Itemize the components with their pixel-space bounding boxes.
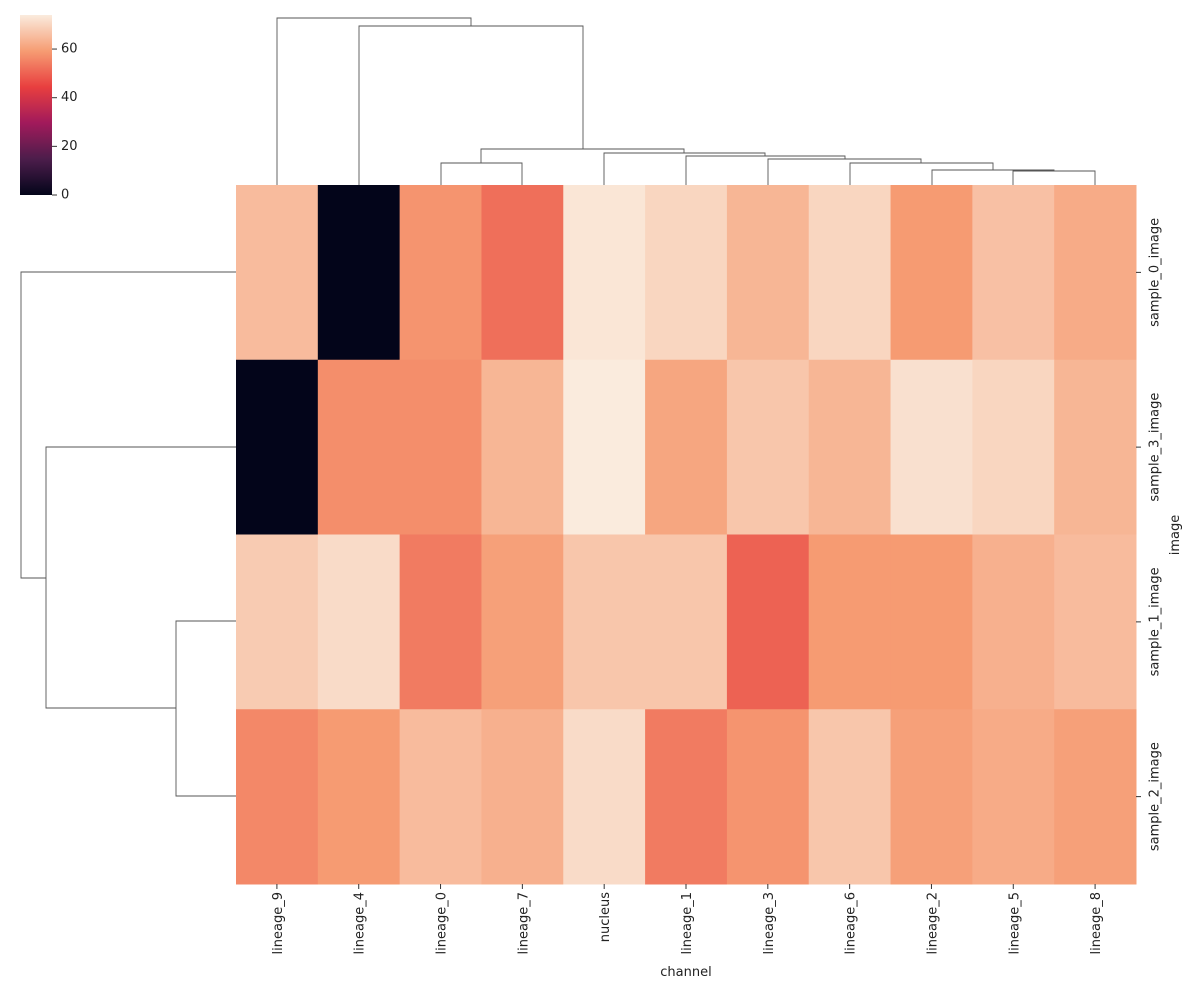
heatmap-cell <box>317 185 401 361</box>
x-tick-label: lineage_3 <box>762 892 777 954</box>
heatmap-cell <box>399 185 482 361</box>
colorbar <box>20 15 52 195</box>
heatmap-cell <box>645 709 728 885</box>
heatmap-cell <box>236 534 319 710</box>
heatmap-cell <box>317 359 401 535</box>
x-tick-label: lineage_2 <box>925 892 940 954</box>
heatmap-cell <box>563 359 646 535</box>
heatmap-cell <box>481 534 564 710</box>
heatmap-cell <box>726 359 810 535</box>
x-tick-label: lineage_1 <box>680 892 695 954</box>
heatmap-cell <box>317 534 401 710</box>
colorbar-tick-label: 40 <box>61 90 78 105</box>
heatmap-cell <box>317 709 401 885</box>
y-tick-label: sample_2_image <box>1148 742 1163 851</box>
heatmap-cell <box>563 534 646 710</box>
heatmap-cell <box>645 534 728 710</box>
heatmap-cell <box>726 185 810 361</box>
y-axis-label: image <box>1168 515 1183 556</box>
heatmap-cell <box>563 709 646 885</box>
x-tick-label: lineage_8 <box>1089 892 1104 954</box>
heatmap-cell <box>1054 709 1137 885</box>
colorbar-tick-label: 0 <box>61 188 69 203</box>
heatmap-cell <box>808 185 892 361</box>
heatmap-cell <box>236 185 319 361</box>
heatmap-cell <box>890 185 973 361</box>
heatmap-cell <box>563 185 646 361</box>
heatmap-cell <box>890 359 973 535</box>
heatmap-cell <box>890 534 973 710</box>
heatmap-cell <box>972 185 1055 361</box>
heatmap-cell <box>399 709 482 885</box>
colorbar-tick-label: 60 <box>61 42 78 57</box>
heatmap-cell <box>972 359 1055 535</box>
y-tick-label: sample_1_image <box>1148 567 1163 676</box>
heatmap-cell <box>645 359 728 535</box>
x-tick-label: nucleus <box>598 892 613 942</box>
heatmap-cell <box>399 534 482 710</box>
x-tick-label: lineage_7 <box>516 892 531 954</box>
heatmap-cell <box>972 709 1055 885</box>
y-tick-label: sample_3_image <box>1148 393 1163 502</box>
x-tick-label: lineage_5 <box>1007 892 1022 954</box>
row-dendrogram <box>20 271 236 797</box>
heatmap-cell <box>481 185 564 361</box>
heatmap-cell <box>1054 534 1137 710</box>
heatmap-cell <box>726 709 810 885</box>
heatmap-cell <box>726 534 810 710</box>
y-tick-label: sample_0_image <box>1148 218 1163 327</box>
heatmap-cell <box>1054 359 1137 535</box>
x-tick-label: lineage_6 <box>844 892 859 954</box>
column-dendrogram <box>276 17 1096 185</box>
heatmap-cell <box>399 359 482 535</box>
heatmap-cell <box>645 185 728 361</box>
heatmap-cell <box>808 359 892 535</box>
heatmap-cell <box>1054 185 1137 361</box>
x-tick-label: lineage_9 <box>271 892 286 954</box>
heatmap-cell <box>972 534 1055 710</box>
heatmap-cell <box>481 709 564 885</box>
heatmap-cell <box>236 359 319 535</box>
colorbar-tick-label: 20 <box>61 139 78 154</box>
heatmap-cell <box>808 534 892 710</box>
heatmap-cell <box>890 709 973 885</box>
heatmap-cell <box>481 359 564 535</box>
x-tick-label: lineage_0 <box>435 892 450 954</box>
x-axis-label: channel <box>660 965 711 980</box>
heatmap-cell <box>236 709 319 885</box>
heatmap-cell <box>808 709 892 885</box>
x-tick-label: lineage_4 <box>353 892 368 954</box>
